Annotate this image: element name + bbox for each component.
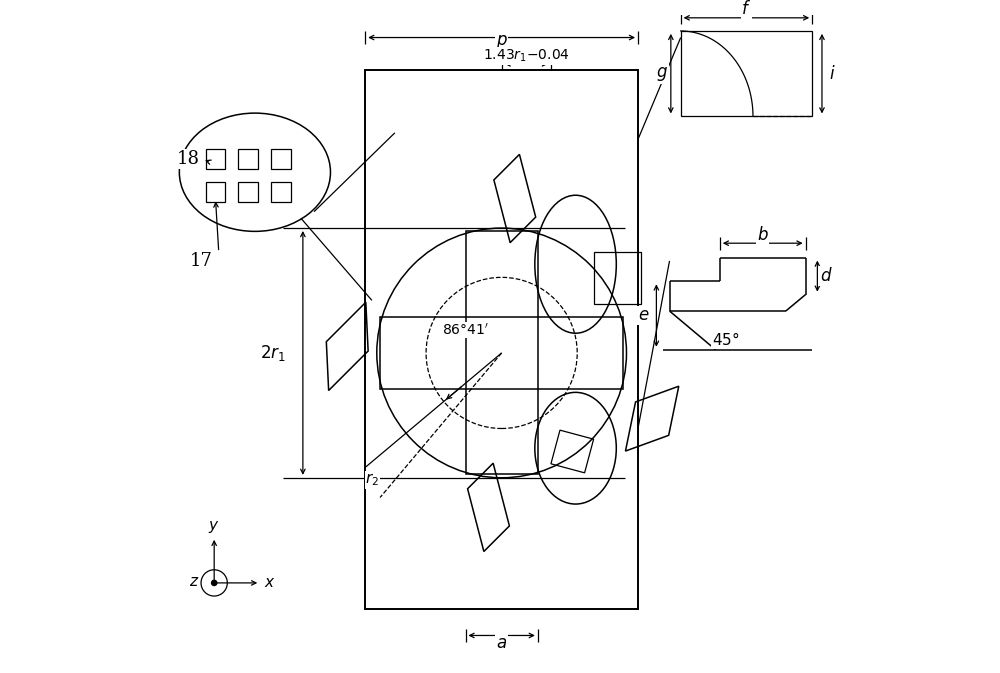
Text: $y$: $y$ — [208, 519, 220, 535]
Text: $z$: $z$ — [189, 575, 200, 589]
Text: $86°41'$: $86°41'$ — [442, 322, 489, 338]
Text: $g$: $g$ — [656, 65, 668, 83]
Bar — [238, 149, 258, 169]
Text: $p$: $p$ — [496, 33, 508, 51]
Text: $i$: $i$ — [829, 65, 835, 83]
Text: 18: 18 — [176, 150, 199, 168]
Bar — [271, 149, 291, 169]
Text: 17: 17 — [190, 252, 213, 270]
Circle shape — [212, 580, 217, 586]
Bar — [681, 31, 812, 116]
Bar — [380, 317, 623, 389]
Bar — [271, 182, 291, 202]
Text: $r_2$: $r_2$ — [365, 472, 379, 489]
Text: $b$: $b$ — [757, 225, 769, 244]
Bar — [594, 252, 641, 304]
Bar — [466, 232, 538, 474]
Bar — [206, 182, 225, 202]
Text: $e$: $e$ — [638, 307, 649, 324]
Bar — [206, 149, 225, 169]
Text: $f$: $f$ — [741, 0, 751, 18]
Bar — [365, 71, 638, 609]
Text: $x$: $x$ — [264, 576, 276, 590]
Text: $d$: $d$ — [820, 267, 833, 285]
Text: $2r_1$: $2r_1$ — [260, 343, 286, 363]
Text: $45°$: $45°$ — [712, 331, 739, 349]
Text: $a$: $a$ — [496, 635, 507, 652]
Bar — [238, 182, 258, 202]
Text: $1.43r_1{-}0.04$: $1.43r_1{-}0.04$ — [483, 48, 570, 64]
